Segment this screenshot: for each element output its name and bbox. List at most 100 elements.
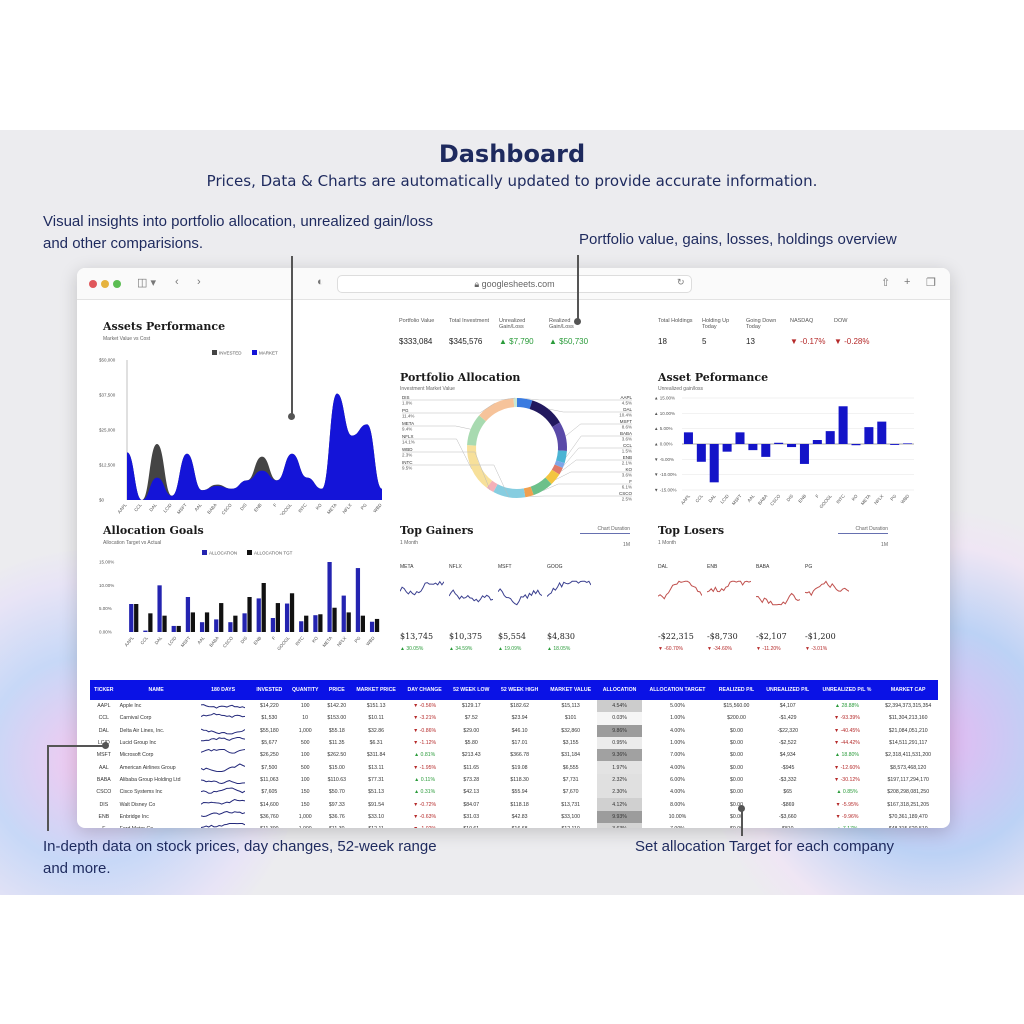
y-tick-label: ▼ -5.00% — [654, 457, 674, 462]
column-header[interactable]: 180 DAYS — [194, 680, 252, 700]
x-tick-label: F — [271, 635, 277, 641]
ticker-cell: CCL — [98, 715, 110, 722]
52-week-high-cell: $46.10 — [511, 727, 528, 734]
column-header[interactable]: QUANTITY — [287, 680, 324, 700]
y-tick-label: 5.00% — [99, 606, 112, 611]
column-header[interactable]: NAME — [117, 680, 195, 700]
table-row[interactable]: AAL American Airlines Group $7,500 500 $15.0… — [90, 761, 938, 774]
back-icon[interactable]: ‹ — [175, 276, 179, 288]
chart-duration-toggle[interactable]: Chart Duration — [580, 526, 630, 534]
bar-allocation-tgt-wbd — [374, 618, 380, 632]
bar-allocation-tgt-csco — [233, 615, 238, 632]
table-row[interactable]: FFord Motor Co $11,3001,000$11.30$12.11▼ … — [90, 822, 938, 828]
mover-ticker: PG — [805, 564, 813, 570]
donut-slice-msft — [552, 422, 567, 451]
column-header[interactable]: MARKET VALUE — [544, 680, 598, 700]
market-value-cell: $33,100 — [561, 813, 581, 820]
column-header[interactable]: MARKET CAP — [878, 680, 938, 700]
reload-icon[interactable]: ↻ — [677, 277, 685, 287]
quantity-cell: 1,000 — [298, 813, 312, 820]
summary-label: NASDAQ — [790, 318, 814, 324]
table-row[interactable]: DIS Walt Disney Co $14,600 150 $97.33 $91.54 ▼… — [90, 798, 938, 811]
table-row[interactable]: BABA Alibaba Group Holding Ltd $11,063 100 $… — [90, 773, 938, 787]
maximize-window-button[interactable] — [113, 280, 121, 288]
allocation-target-cell[interactable]: 5.00% — [670, 703, 685, 710]
table-row[interactable]: DAL Delta Air Lines, Inc. $55,180 1,000 $55.… — [90, 724, 938, 737]
allocation-target-cell[interactable]: 4.00% — [670, 789, 685, 796]
x-tick-label: MSFT — [176, 502, 188, 515]
bar-nflx — [877, 421, 887, 444]
column-header[interactable]: 52 WEEK LOW — [447, 680, 496, 700]
donut-slice-aapl — [517, 398, 533, 409]
column-header[interactable]: PRICE — [323, 680, 351, 700]
sparkline-path — [201, 779, 246, 784]
allocation-target-cell[interactable]: 6.00% — [670, 776, 685, 783]
allocation-target-cell[interactable]: 1.00% — [670, 740, 685, 747]
column-header[interactable]: ALLOCATION TARGET — [641, 680, 714, 700]
price-cell: $36.76 — [328, 813, 345, 820]
bar-intc — [838, 406, 848, 444]
column-header[interactable]: REALIZED P/L — [713, 680, 760, 700]
sparkline-path — [201, 737, 246, 742]
allocation-target-cell[interactable]: 4.00% — [670, 727, 685, 734]
allocation-target-cell[interactable]: 10.00% — [668, 813, 687, 820]
column-header[interactable]: 52 WEEK HIGH — [495, 680, 545, 700]
x-tick-label: GOOGL — [278, 502, 293, 515]
new-tab-icon[interactable]: + — [904, 276, 911, 288]
legend-swatch — [252, 350, 257, 355]
x-tick-label: META — [326, 502, 338, 515]
table-row[interactable]: LCIDLucid Group Inc$5,677500$11.35$6.31▼… — [90, 736, 938, 750]
market-value-cell: $31,184 — [561, 752, 581, 759]
forward-icon[interactable]: › — [197, 276, 201, 288]
pointer-dot — [102, 742, 109, 749]
52-week-high-cell: $23.94 — [511, 715, 528, 722]
day-change-cell: ▼ -1.02% — [402, 823, 447, 828]
table-row[interactable]: AAPL Apple Inc $14,220 100 $142.20 $151.13 ▼ -… — [90, 700, 938, 713]
allocation-target-cell[interactable]: 4.00% — [670, 764, 685, 771]
bar-meta — [864, 427, 874, 444]
allocation-target-cell[interactable]: 1.00% — [670, 715, 685, 722]
x-tick-label: PG — [353, 635, 361, 644]
table-row[interactable]: MSFT Microsoft Corp $26,250 100 $262.50 $311.… — [90, 749, 938, 762]
minimize-window-button[interactable] — [101, 280, 109, 288]
bar-allocation-tgt-baba — [219, 603, 224, 632]
quantity-cell: 1,000 — [298, 727, 312, 734]
tabs-icon[interactable]: ❐ — [926, 277, 936, 289]
table-row[interactable]: CSCO Cisco Systems Inc $7,605 150 $50.70 $51.… — [90, 786, 938, 799]
chart-duration-toggle[interactable]: Chart Duration — [838, 526, 888, 534]
mover-sparkline — [498, 588, 542, 606]
price-sparkline — [200, 798, 246, 805]
unrealized-pl-cell: -$869 — [781, 801, 795, 808]
column-header[interactable]: UNREALIZED P/L % — [815, 680, 879, 700]
allocation-cell: 1.97% — [597, 761, 642, 774]
mover-sparkline — [658, 580, 702, 600]
column-header[interactable]: ALLOCATION — [597, 680, 642, 700]
unrealized-pl-pct-cell: ▼ -44.42% — [834, 740, 860, 747]
share-icon[interactable]: ⇧ — [881, 277, 891, 289]
column-header[interactable]: UNREALIZED P/L — [759, 680, 816, 700]
shield-icon[interactable]: ◐ — [317, 276, 324, 288]
holdings-table: TICKER NAME 180 DAYS INVESTED QUANTITY PRICE M… — [90, 680, 938, 828]
address-bar[interactable]: 🔒︎ googlesheets.com — [337, 275, 692, 293]
portfolio-allocation-title: Portfolio Allocation — [400, 371, 521, 384]
x-tick-label: LCID — [162, 502, 173, 514]
pointer-dot — [288, 413, 295, 420]
close-window-button[interactable] — [89, 280, 97, 288]
allocation-target-cell[interactable]: 7.00% — [642, 823, 713, 828]
table-row[interactable]: CCL Carnival Corp $1,530 10 $153.00 $10.11 ▼ -… — [90, 712, 938, 725]
y-tick-label: 15.00% — [99, 560, 114, 565]
column-header[interactable]: TICKER — [90, 680, 118, 700]
column-header[interactable]: MARKET PRICE — [350, 680, 402, 700]
market-price-cell: $51.13 — [368, 789, 385, 796]
allocation-target-cell[interactable]: 7.00% — [670, 752, 685, 759]
allocation-target-cell[interactable]: 8.00% — [670, 801, 685, 808]
market-cap-cell: $48,315,620,510 — [878, 823, 938, 828]
market-price-cell: $33.10 — [368, 813, 385, 820]
allocation-cell: 4.54% — [597, 700, 642, 713]
column-header[interactable]: DAY CHANGE — [401, 680, 448, 700]
table-row[interactable]: ENB Enbridge Inc $36,760 1,000 $36.76 $33.10 ▼… — [90, 810, 938, 823]
sidebar-icon[interactable]: ◫ ▾ — [137, 277, 156, 289]
bar-allocation-csco — [228, 622, 233, 632]
mover-sparkline — [756, 592, 800, 606]
column-header[interactable]: INVESTED — [251, 680, 288, 700]
